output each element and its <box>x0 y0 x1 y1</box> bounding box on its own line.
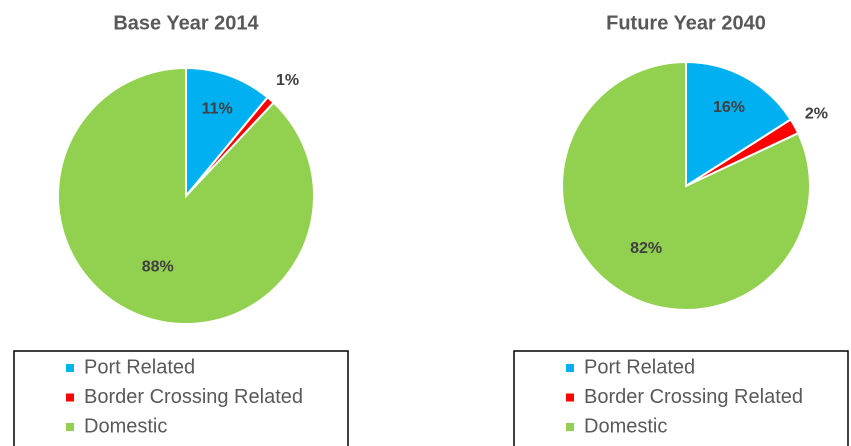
legend-marker <box>66 393 74 402</box>
legend-label: Domestic <box>584 415 667 437</box>
legend-label: Port Related <box>584 356 695 378</box>
pie-slice <box>561 60 811 311</box>
legend-label: Border Crossing Related <box>84 386 303 408</box>
legend-marker <box>566 393 574 402</box>
legend-label: Domestic <box>84 415 167 437</box>
data-label: 88% <box>142 259 174 276</box>
legend-label: Border Crossing Related <box>584 386 803 408</box>
legend-marker <box>566 364 574 372</box>
data-label: 16% <box>713 99 745 116</box>
chart-title: Future Year 2040 <box>606 12 766 34</box>
pie-slice <box>185 66 269 199</box>
legend-box <box>13 350 349 446</box>
legend-label: Port Related <box>84 356 195 378</box>
legend-marker <box>566 423 574 431</box>
data-label: 2% <box>805 106 828 123</box>
legend-marker <box>66 364 74 372</box>
data-label: 82% <box>630 240 662 257</box>
legend-marker <box>66 423 74 431</box>
data-label: 1% <box>276 72 299 89</box>
chart-title: Base Year 2014 <box>113 12 259 34</box>
pie-slice <box>685 60 793 188</box>
pie-slice <box>57 66 315 325</box>
data-label: 11% <box>202 101 233 118</box>
legend-box <box>513 350 849 446</box>
